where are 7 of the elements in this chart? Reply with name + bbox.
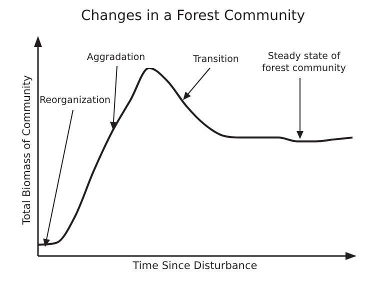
text: Aggradation bbox=[86, 52, 146, 64]
chart-title: Changes in a Forest Community bbox=[80, 8, 306, 24]
y-axis-title: Total Biomass of Community bbox=[21, 75, 33, 225]
annotation: Reorganization bbox=[39, 95, 111, 106]
x-axis-title: Time Since Disturbance bbox=[132, 260, 258, 272]
text: Transition bbox=[192, 54, 240, 66]
annotation: Steady state of forest community bbox=[261, 51, 347, 75]
